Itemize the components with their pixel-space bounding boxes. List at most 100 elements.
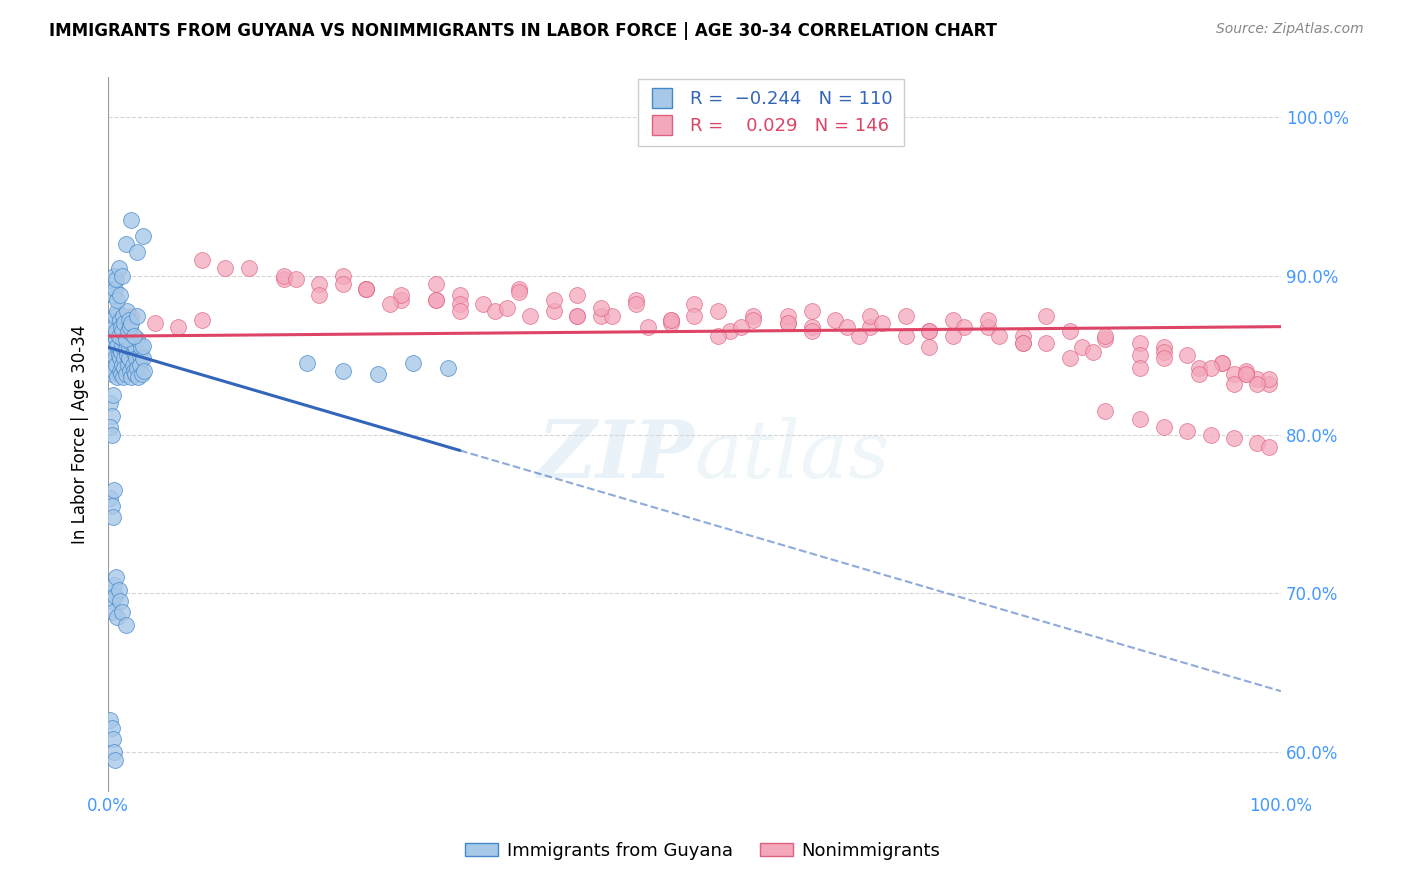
- Point: [103, 364, 125, 378]
- Point: [111, 358, 134, 372]
- Point: [1234, 368, 1257, 382]
- Point: [637, 319, 659, 334]
- Point: [110, 319, 132, 334]
- Point: [589, 309, 612, 323]
- Point: [103, 483, 125, 497]
- Point: [273, 272, 295, 286]
- Point: [367, 368, 389, 382]
- Point: [127, 370, 149, 384]
- Point: [472, 297, 495, 311]
- Point: [1153, 345, 1175, 359]
- Point: [127, 332, 149, 346]
- Point: [1094, 332, 1116, 346]
- Point: [118, 340, 141, 354]
- Point: [104, 753, 127, 767]
- Point: [848, 329, 870, 343]
- Point: [105, 293, 128, 307]
- Point: [730, 319, 752, 334]
- Point: [107, 329, 129, 343]
- Point: [389, 288, 412, 302]
- Point: [284, 272, 307, 286]
- Point: [112, 360, 135, 375]
- Point: [111, 268, 134, 283]
- Point: [121, 358, 143, 372]
- Point: [567, 309, 589, 323]
- Point: [118, 313, 141, 327]
- Point: [238, 260, 260, 275]
- Point: [800, 319, 823, 334]
- Point: [425, 277, 447, 291]
- Point: [105, 325, 128, 339]
- Point: [98, 491, 121, 505]
- Point: [425, 293, 447, 307]
- Text: Source: ZipAtlas.com: Source: ZipAtlas.com: [1216, 22, 1364, 37]
- Point: [104, 335, 127, 350]
- Point: [101, 313, 124, 327]
- Point: [98, 396, 121, 410]
- Point: [1129, 411, 1152, 425]
- Point: [602, 309, 624, 323]
- Point: [1012, 335, 1035, 350]
- Text: IMMIGRANTS FROM GUYANA VS NONIMMIGRANTS IN LABOR FORCE | AGE 30-34 CORRELATION C: IMMIGRANTS FROM GUYANA VS NONIMMIGRANTS …: [49, 22, 997, 40]
- Point: [859, 309, 882, 323]
- Point: [128, 348, 150, 362]
- Point: [124, 339, 146, 353]
- Point: [104, 281, 127, 295]
- Point: [918, 325, 941, 339]
- Point: [543, 303, 565, 318]
- Point: [589, 301, 612, 315]
- Point: [125, 351, 148, 366]
- Point: [104, 351, 127, 366]
- Point: [1070, 340, 1092, 354]
- Legend: R =  −0.244   N = 110, R =    0.029   N = 146: R = −0.244 N = 110, R = 0.029 N = 146: [638, 79, 904, 146]
- Point: [1246, 435, 1268, 450]
- Point: [778, 317, 800, 331]
- Point: [114, 237, 136, 252]
- Point: [1035, 309, 1057, 323]
- Point: [449, 303, 471, 318]
- Point: [1035, 335, 1057, 350]
- Point: [103, 268, 125, 283]
- Point: [111, 325, 134, 339]
- Point: [1223, 368, 1246, 382]
- Point: [1129, 335, 1152, 350]
- Point: [354, 281, 377, 295]
- Point: [707, 329, 730, 343]
- Point: [824, 313, 846, 327]
- Point: [977, 313, 1000, 327]
- Point: [100, 721, 122, 735]
- Point: [332, 268, 354, 283]
- Point: [1246, 372, 1268, 386]
- Point: [1059, 325, 1081, 339]
- Point: [122, 345, 145, 359]
- Point: [98, 419, 121, 434]
- Point: [624, 297, 647, 311]
- Point: [111, 339, 134, 353]
- Point: [1012, 329, 1035, 343]
- Point: [120, 309, 142, 323]
- Point: [1223, 376, 1246, 391]
- Point: [308, 288, 330, 302]
- Point: [1234, 364, 1257, 378]
- Point: [100, 409, 122, 423]
- Point: [132, 339, 155, 353]
- Point: [143, 317, 166, 331]
- Point: [484, 303, 506, 318]
- Point: [941, 329, 963, 343]
- Point: [1012, 335, 1035, 350]
- Point: [120, 364, 142, 378]
- Point: [1059, 351, 1081, 366]
- Point: [124, 368, 146, 382]
- Point: [107, 329, 129, 343]
- Point: [191, 252, 214, 267]
- Point: [101, 340, 124, 354]
- Point: [1199, 360, 1222, 375]
- Point: [112, 309, 135, 323]
- Point: [112, 351, 135, 366]
- Point: [683, 297, 706, 311]
- Point: [567, 288, 589, 302]
- Point: [778, 317, 800, 331]
- Point: [103, 319, 125, 334]
- Point: [105, 610, 128, 624]
- Point: [98, 285, 121, 299]
